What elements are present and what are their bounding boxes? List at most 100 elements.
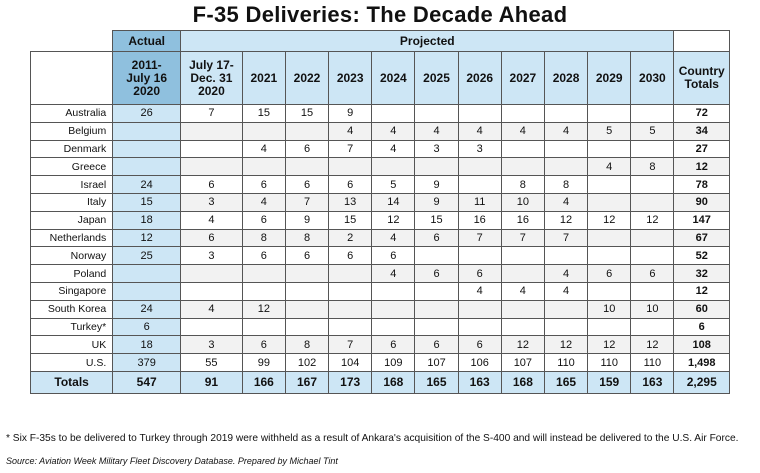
value-cell: 18 (112, 210, 182, 230)
value-cell (630, 104, 675, 123)
actual-group-header: Actual (112, 30, 182, 52)
column-header: 2026 (457, 51, 502, 105)
country-total-cell: 12 (673, 281, 730, 301)
value-cell: 9 (284, 210, 330, 230)
value-cell: 3 (414, 139, 459, 159)
value-cell (371, 317, 416, 337)
country-total-cell: 60 (673, 299, 730, 319)
value-cell: 4 (543, 121, 589, 141)
table-row: UK 18 3 6 8 7 6 6 6 12 12 12 12 108 (29, 335, 730, 355)
value-cell: 4 (328, 121, 373, 141)
value-cell: 107 (500, 353, 545, 372)
projected-group-header: Projected (180, 30, 675, 52)
value-cell: 12 (500, 335, 545, 355)
totals-label: Totals (29, 370, 114, 394)
country-total-cell: 67 (673, 228, 730, 248)
value-cell (180, 139, 243, 159)
value-cell: 6 (112, 317, 182, 337)
total-value-cell: 91 (180, 370, 243, 394)
value-cell: 4 (457, 121, 502, 141)
value-cell (371, 281, 416, 301)
value-cell (371, 157, 416, 177)
value-cell: 9 (414, 175, 459, 194)
value-cell: 24 (112, 299, 182, 319)
column-header: 2022 (284, 51, 330, 105)
value-cell: 3 (180, 335, 243, 355)
value-cell: 11 (457, 192, 502, 212)
country-total-cell: 32 (673, 264, 730, 283)
country-cell: Turkey* (29, 317, 114, 337)
value-cell (457, 104, 502, 123)
value-cell: 2 (328, 228, 373, 248)
value-cell (414, 246, 459, 266)
value-cell (587, 104, 632, 123)
value-cell (500, 104, 545, 123)
value-cell (241, 121, 286, 141)
value-cell (284, 264, 330, 283)
value-cell: 15 (414, 210, 459, 230)
country-cell: Israel (29, 175, 114, 194)
value-cell (630, 192, 675, 212)
value-cell: 6 (587, 264, 632, 283)
country-cell: Singapore (29, 281, 114, 301)
value-cell (414, 281, 459, 301)
value-cell: 6 (241, 175, 286, 194)
value-cell (241, 317, 286, 337)
value-cell (328, 281, 373, 301)
value-cell: 7 (543, 228, 589, 248)
country-cell: Japan (29, 210, 114, 230)
value-cell (328, 299, 373, 319)
value-cell: 7 (328, 139, 373, 159)
table-row: Italy 15 3 4 7 13 14 9 11 10 4 90 (29, 192, 730, 212)
value-cell (457, 157, 502, 177)
table-row: Australia 26 7 15 15 9 72 (29, 104, 730, 123)
blank-group-cell (673, 30, 730, 52)
value-cell: 4 (414, 121, 459, 141)
column-header: 2021 (241, 51, 286, 105)
value-cell: 12 (371, 210, 416, 230)
value-cell (414, 299, 459, 319)
value-cell: 12 (543, 335, 589, 355)
country-cell: U.S. (29, 353, 114, 372)
country-total-cell: 108 (673, 335, 730, 355)
value-cell (180, 281, 243, 301)
value-cell: 24 (112, 175, 182, 194)
value-cell: 6 (180, 175, 243, 194)
total-value-cell: 165 (543, 370, 589, 394)
value-cell (500, 139, 545, 159)
value-cell: 379 (112, 353, 182, 372)
total-value-cell: 547 (112, 370, 182, 394)
country-total-cell: 147 (673, 210, 730, 230)
value-cell (587, 228, 632, 248)
total-value-cell: 168 (500, 370, 545, 394)
value-cell (284, 299, 330, 319)
column-header: 2029 (587, 51, 632, 105)
country-total-cell: 52 (673, 246, 730, 266)
value-cell: 12 (112, 228, 182, 248)
value-cell: 8 (543, 175, 589, 194)
value-cell: 12 (543, 210, 589, 230)
value-cell (587, 246, 632, 266)
total-value-cell: 167 (284, 370, 330, 394)
value-cell: 55 (180, 353, 243, 372)
column-header: 2028 (543, 51, 589, 105)
value-cell (180, 264, 243, 283)
value-cell: 6 (328, 175, 373, 194)
totals-row: Totals 547 91 166 167 173 168 165 163 168 165 159 16… (29, 370, 730, 394)
value-cell (112, 139, 182, 159)
value-cell (543, 299, 589, 319)
value-cell: 4 (371, 139, 416, 159)
table-row: Poland 4 6 6 4 6 6 32 (29, 264, 730, 283)
group-header-row: Actual Projected (30, 30, 730, 52)
value-cell: 6 (371, 246, 416, 266)
value-cell (630, 175, 675, 194)
total-value-cell: 168 (371, 370, 416, 394)
value-cell (457, 317, 502, 337)
total-value-cell: 163 (457, 370, 502, 394)
value-cell (414, 104, 459, 123)
column-header: 2027 (500, 51, 545, 105)
value-cell: 99 (241, 353, 286, 372)
value-cell: 12 (587, 210, 632, 230)
column-header: 2023 (328, 51, 373, 105)
value-cell (543, 157, 589, 177)
